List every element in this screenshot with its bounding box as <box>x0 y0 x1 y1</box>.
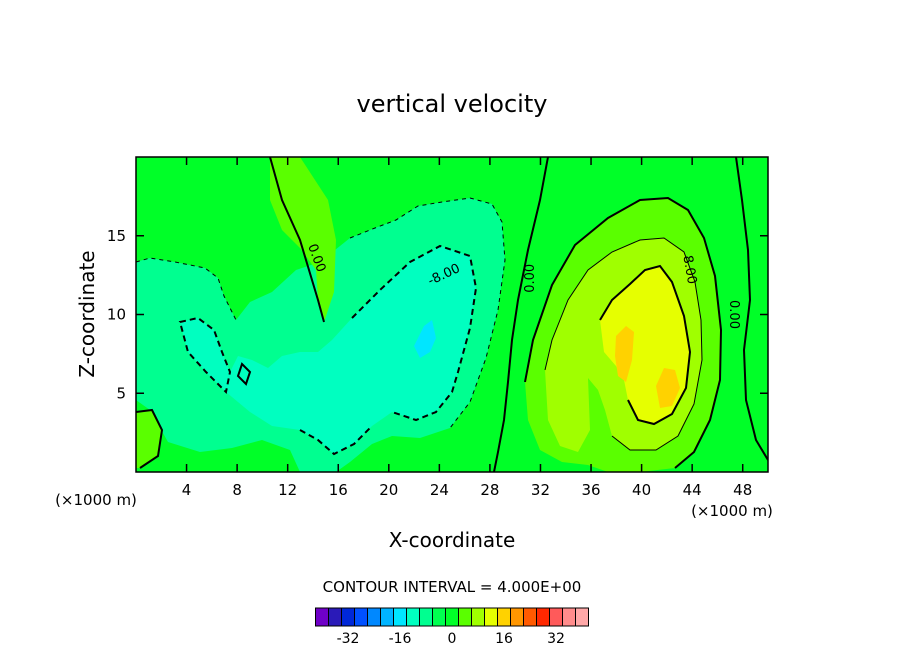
y-tick-label: 15 <box>107 227 126 245</box>
colorbar-swatch <box>445 607 459 627</box>
x-tick-label: 32 <box>531 481 550 499</box>
contour-field <box>136 157 768 472</box>
contour-region-neg12 <box>414 320 436 358</box>
y-axis-title: Z-coordinate <box>75 250 99 377</box>
colorbar-swatch <box>380 607 394 627</box>
plot-area: 0.00-8.00 0.00 8.000.00 <box>135 156 769 473</box>
colorbar-tick-label: -16 <box>389 631 412 647</box>
colorbar-swatch <box>510 607 524 627</box>
colorbar-swatch <box>367 607 381 627</box>
contour-region-pos16 <box>615 326 634 382</box>
y-unit-label: (×1000 m) <box>55 491 137 509</box>
colorbar-swatch <box>315 607 329 627</box>
colorbar: -32 -16 0 16 32 <box>315 607 589 647</box>
colorbar-tick-label: 0 <box>448 631 457 647</box>
x-tick-label: 4 <box>182 481 192 499</box>
chart-title: vertical velocity <box>357 90 548 118</box>
colorbar-swatch <box>406 607 420 627</box>
contour-lines-dashed-thin <box>136 197 506 429</box>
colorbar-swatch <box>432 607 446 627</box>
contour-region-pos16b <box>656 368 680 408</box>
colorbar-swatch <box>484 607 498 627</box>
y-axis: 5 10 15 <box>107 227 768 402</box>
x-tick-label: 40 <box>632 481 651 499</box>
colorbar-tick-label: 16 <box>495 631 513 647</box>
contour-lines-thin <box>544 237 703 451</box>
contour-region-pos4-small <box>270 157 336 322</box>
x-tick-label: 28 <box>480 481 499 499</box>
contour-label: 0.00 <box>523 264 538 293</box>
colorbar-swatch <box>328 607 342 627</box>
x-axis: 4 8 12 16 20 24 28 32 36 40 44 48 <box>182 157 752 499</box>
x-tick-label: 48 <box>733 481 752 499</box>
colorbar-swatch <box>471 607 485 627</box>
colorbar-tick-label: -32 <box>337 631 360 647</box>
colorbar-tick-label: 32 <box>547 631 565 647</box>
contour-interval-label: CONTOUR INTERVAL = 4.000E+00 <box>323 578 582 596</box>
x-tick-label: 24 <box>430 481 449 499</box>
x-unit-label: (×1000 m) <box>691 502 773 520</box>
contour-lines-dashed <box>178 244 478 456</box>
contour-lines-solid <box>136 157 768 472</box>
contour-label: 8.00 <box>679 254 699 285</box>
colorbar-swatch <box>523 607 537 627</box>
contour-label: 0.00 <box>726 300 741 329</box>
x-tick-label: 44 <box>683 481 702 499</box>
contour-region-pos4-bottom <box>136 410 162 468</box>
colorbar-swatch <box>419 607 433 627</box>
colorbar-swatch <box>536 607 550 627</box>
colorbar-swatch <box>575 607 589 627</box>
x-tick-label: 16 <box>329 481 348 499</box>
contour-region-neg8 <box>180 246 476 454</box>
colorbar-swatch <box>341 607 355 627</box>
x-tick-label: 8 <box>232 481 242 499</box>
colorbar-swatch <box>549 607 563 627</box>
colorbar-swatch <box>458 607 472 627</box>
x-tick-label: 12 <box>278 481 297 499</box>
x-axis-title: X-coordinate <box>389 528 516 552</box>
y-tick-label: 5 <box>116 384 126 402</box>
colorbar-swatch <box>562 607 576 627</box>
colorbar-swatch <box>393 607 407 627</box>
colorbar-swatch <box>497 607 511 627</box>
x-tick-label: 36 <box>581 481 600 499</box>
x-tick-label: 20 <box>379 481 398 499</box>
y-tick-label: 10 <box>107 306 126 324</box>
colorbar-swatch <box>354 607 368 627</box>
